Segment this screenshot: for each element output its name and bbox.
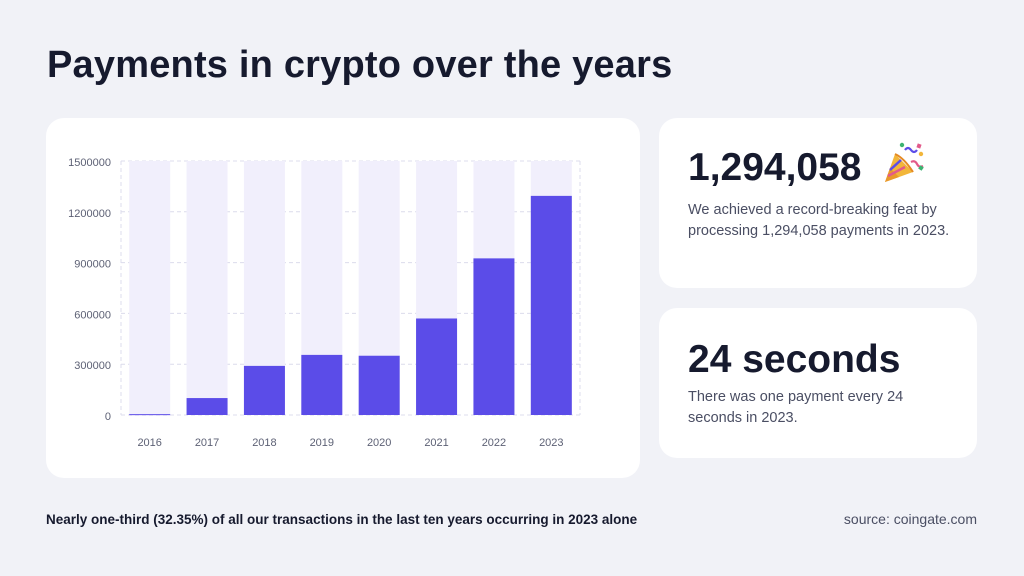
y-tick-label: 600000 [74, 309, 111, 321]
frequency-stat-card: 24 seconds There was one payment every 2… [659, 308, 977, 458]
x-tick-label: 2019 [310, 437, 334, 449]
x-tick-label: 2017 [195, 437, 219, 449]
bar-track [129, 161, 171, 415]
frequency-description: There was one payment every 24 seconds i… [688, 389, 904, 426]
x-tick-label: 2020 [367, 437, 391, 449]
bar-2020 [358, 355, 400, 415]
payments-description: We achieved a record-breaking feat by pr… [688, 202, 950, 239]
x-tick-label: 2018 [252, 437, 276, 449]
bar-2018 [243, 365, 285, 415]
party-popper-icon [885, 142, 924, 182]
bar-2019 [301, 354, 343, 415]
bar-chart: 0 300000 600000 900000 1200000 1500000 2016 201… [68, 157, 581, 449]
bar-2021 [416, 318, 458, 415]
x-tick-label: 2023 [539, 437, 563, 449]
source-credit: source: coingate.com [843, 511, 977, 527]
x-tick-label: 2021 [424, 437, 448, 449]
page-title: Payments in crypto over the years [47, 44, 673, 86]
y-tick-label: 0 [105, 411, 111, 423]
chart-card: 0 300000 600000 900000 1200000 1500000 2016 201… [46, 118, 640, 478]
y-tick-label: 300000 [74, 360, 111, 372]
bar-track [186, 161, 228, 415]
x-tick-label: 2016 [137, 437, 161, 449]
footnote: Nearly one-third (32.35%) of all our tra… [46, 512, 638, 527]
payments-count: 1,294,058 [688, 146, 862, 189]
payments-stat-card: 1,294,058 We achieved a record-breaking … [659, 118, 977, 288]
x-tick-label: 2022 [482, 437, 506, 449]
y-tick-label: 1200000 [68, 208, 111, 220]
bar-2017 [186, 398, 228, 415]
y-tick-label: 900000 [74, 259, 111, 271]
bar-2022 [473, 258, 515, 415]
payment-frequency: 24 seconds [688, 338, 901, 381]
bar-2023 [530, 195, 572, 415]
bar-2016 [129, 414, 171, 416]
y-tick-label: 1500000 [68, 157, 111, 169]
